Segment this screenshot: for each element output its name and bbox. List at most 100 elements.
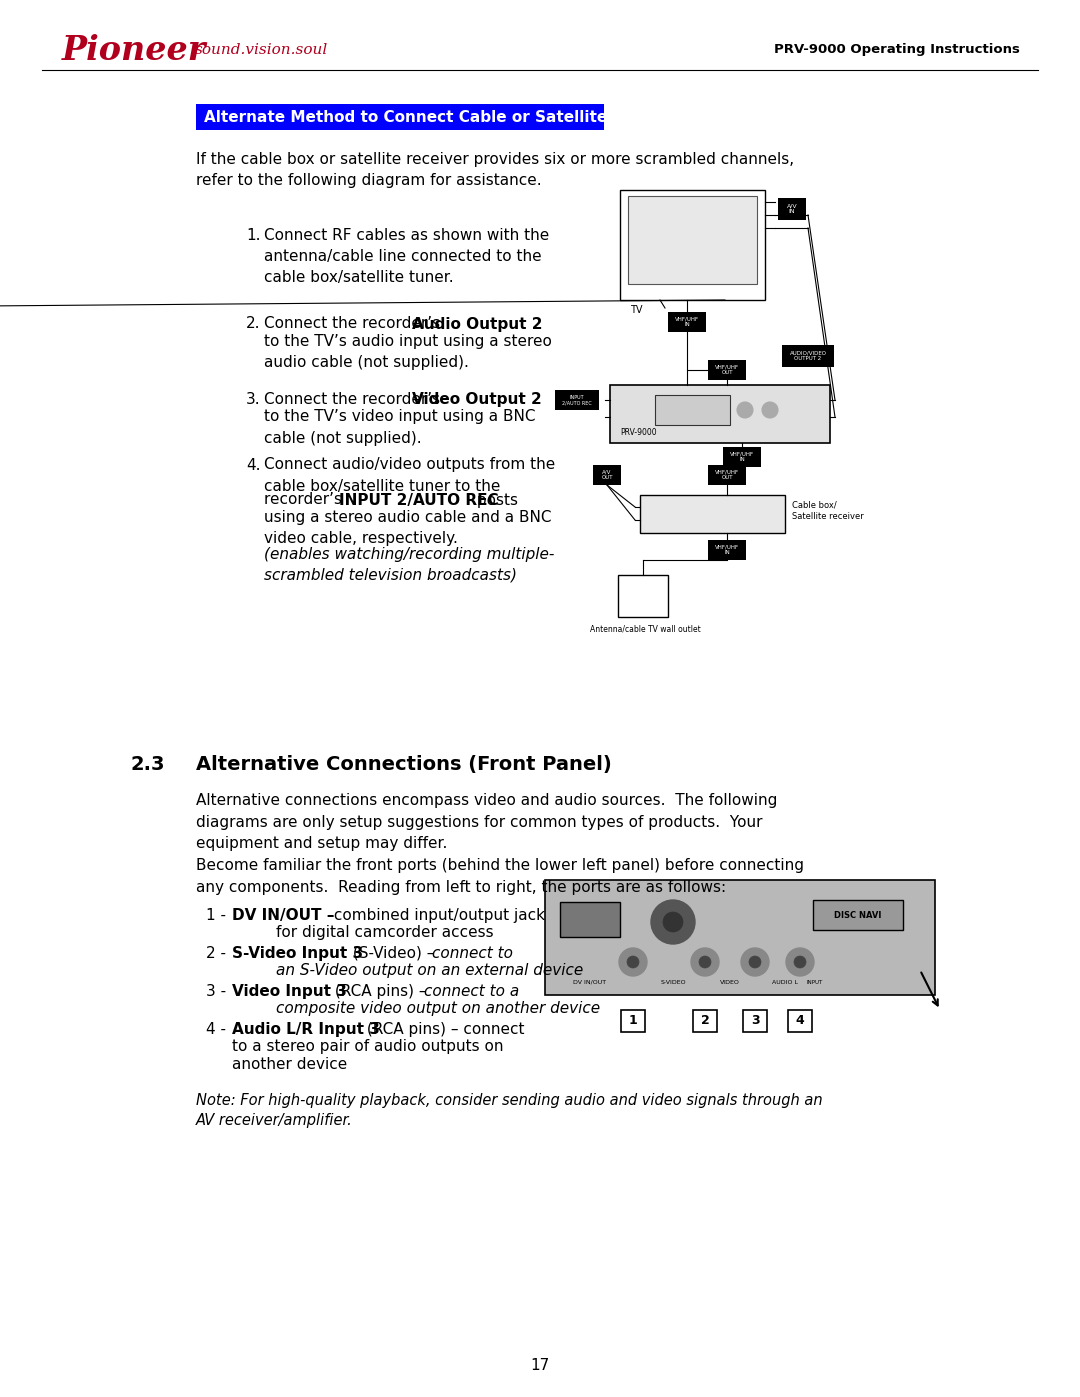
Circle shape — [619, 949, 647, 977]
Text: 1.: 1. — [246, 228, 260, 243]
Text: 3: 3 — [751, 1014, 759, 1028]
Bar — [640, 495, 785, 534]
Text: sound.vision.soul: sound.vision.soul — [195, 43, 328, 57]
Text: Connect the recorder’s: Connect the recorder’s — [264, 317, 445, 331]
Text: AUDIO L: AUDIO L — [772, 981, 798, 985]
Text: Alternate Method to Connect Cable or Satellite:: Alternate Method to Connect Cable or Sat… — [204, 109, 613, 124]
Text: Alternative connections encompass video and audio sources.  The following
diagra: Alternative connections encompass video … — [195, 793, 778, 851]
Text: recorder’s: recorder’s — [264, 493, 347, 507]
Bar — [621, 1010, 645, 1032]
Bar — [708, 360, 746, 380]
Text: to the TV’s video input using a BNC
cable (not supplied).: to the TV’s video input using a BNC cabl… — [264, 409, 536, 446]
Text: 3 -: 3 - — [206, 983, 226, 999]
Text: A/V
OUT: A/V OUT — [602, 469, 612, 481]
Text: DISC NAVI: DISC NAVI — [835, 911, 881, 919]
Bar — [708, 465, 746, 485]
Text: A/V
IN: A/V IN — [786, 204, 797, 214]
Bar — [593, 465, 621, 485]
Text: Cable box/
Satellite receiver: Cable box/ Satellite receiver — [792, 500, 864, 521]
Text: connect to a: connect to a — [424, 983, 519, 999]
Bar — [620, 190, 765, 300]
Text: Audio L/R Input 3: Audio L/R Input 3 — [232, 1023, 380, 1037]
Bar — [778, 198, 806, 219]
Text: Alternative Connections (Front Panel): Alternative Connections (Front Panel) — [195, 754, 611, 774]
Circle shape — [786, 949, 814, 977]
Text: posts: posts — [472, 493, 518, 507]
Text: PRV-9000 Operating Instructions: PRV-9000 Operating Instructions — [774, 43, 1020, 56]
Text: Video Input 3: Video Input 3 — [232, 983, 347, 999]
Text: an S-Video output on an external device: an S-Video output on an external device — [276, 964, 583, 978]
Text: Pioneer: Pioneer — [62, 34, 206, 67]
Bar — [195, 103, 604, 130]
Text: to the TV’s audio input using a stereo
audio cable (not supplied).: to the TV’s audio input using a stereo a… — [264, 334, 552, 370]
Text: S-Video Input 3: S-Video Input 3 — [232, 946, 363, 961]
Text: TV: TV — [630, 305, 643, 314]
Bar — [561, 902, 620, 937]
Text: VHF/UHF
IN: VHF/UHF IN — [715, 545, 739, 555]
Bar — [788, 1010, 812, 1032]
Text: 2.3: 2.3 — [130, 754, 164, 774]
Text: PRV-9000: PRV-9000 — [620, 427, 657, 437]
Text: another device: another device — [232, 1058, 348, 1071]
Circle shape — [663, 912, 683, 932]
Circle shape — [699, 956, 711, 968]
Circle shape — [737, 402, 753, 418]
Bar — [654, 395, 730, 425]
Text: (enables watching/recording multiple-
scrambled television broadcasts): (enables watching/recording multiple- sc… — [264, 548, 554, 583]
Text: 1: 1 — [629, 1014, 637, 1028]
Text: S-VIDEO: S-VIDEO — [660, 981, 686, 985]
Text: Audio Output 2: Audio Output 2 — [411, 317, 542, 331]
Circle shape — [651, 900, 696, 944]
Text: INPUT: INPUT — [807, 981, 823, 985]
Text: Video Output 2: Video Output 2 — [411, 393, 542, 407]
Text: VHF/UHF
IN: VHF/UHF IN — [730, 451, 754, 462]
Bar — [545, 880, 935, 995]
Circle shape — [750, 956, 761, 968]
Text: VHF/UHF
IN: VHF/UHF IN — [675, 317, 699, 327]
Bar — [723, 447, 761, 467]
Bar — [693, 1010, 717, 1032]
Bar — [618, 576, 669, 617]
Text: If the cable box or satellite receiver provides six or more scrambled channels,
: If the cable box or satellite receiver p… — [195, 152, 794, 189]
Text: for digital camcorder access: for digital camcorder access — [276, 925, 494, 940]
Text: Connect RF cables as shown with the
antenna/cable line connected to the
cable bo: Connect RF cables as shown with the ante… — [264, 228, 550, 285]
Circle shape — [627, 956, 639, 968]
Text: 2.: 2. — [246, 317, 260, 331]
Bar — [743, 1010, 767, 1032]
Text: Become familiar the front ports (behind the lower left panel) before connecting
: Become familiar the front ports (behind … — [195, 858, 804, 894]
Text: 2: 2 — [701, 1014, 710, 1028]
Text: VHF/UHF
OUT: VHF/UHF OUT — [715, 469, 739, 481]
Text: 17: 17 — [530, 1358, 550, 1372]
Text: 4.: 4. — [246, 457, 260, 472]
Text: connect to: connect to — [432, 946, 513, 961]
Text: to a stereo pair of audio outputs on: to a stereo pair of audio outputs on — [232, 1039, 503, 1055]
Text: (RCA pins) – connect: (RCA pins) – connect — [362, 1023, 525, 1037]
Bar — [669, 312, 706, 332]
Circle shape — [741, 949, 769, 977]
Text: INPUT
2/AUTO REC: INPUT 2/AUTO REC — [562, 395, 592, 405]
Text: 1 -: 1 - — [206, 908, 226, 923]
Text: composite video output on another device: composite video output on another device — [276, 1002, 600, 1017]
Text: 3.: 3. — [246, 393, 260, 407]
Circle shape — [762, 402, 778, 418]
Text: 4: 4 — [796, 1014, 805, 1028]
Text: combined input/output jack: combined input/output jack — [329, 908, 545, 923]
Circle shape — [794, 956, 806, 968]
Text: DV IN/OUT: DV IN/OUT — [573, 981, 607, 985]
Text: INPUT 2/AUTO REC: INPUT 2/AUTO REC — [339, 493, 499, 507]
Text: using a stereo audio cable and a BNC
video cable, respectively.: using a stereo audio cable and a BNC vid… — [264, 510, 552, 546]
Bar — [555, 390, 599, 409]
Text: Connect the recorder’s: Connect the recorder’s — [264, 393, 445, 407]
Text: DV IN/OUT –: DV IN/OUT – — [232, 908, 335, 923]
Bar — [610, 386, 831, 443]
Bar — [813, 900, 903, 930]
Text: Note: For high-quality playback, consider sending audio and video signals throug: Note: For high-quality playback, conside… — [195, 1092, 823, 1129]
Text: (S-Video) –: (S-Video) – — [348, 946, 440, 961]
Text: Connect audio/video outputs from the
cable box/satellite tuner to the: Connect audio/video outputs from the cab… — [264, 457, 555, 493]
Text: VHF/UHF
OUT: VHF/UHF OUT — [715, 365, 739, 376]
Bar — [708, 541, 746, 560]
Text: (RCA pins) –: (RCA pins) – — [330, 983, 431, 999]
Text: VIDEO: VIDEO — [720, 981, 740, 985]
Text: AUDIO/VIDEO
OUTPUT 2: AUDIO/VIDEO OUTPUT 2 — [789, 351, 826, 362]
Circle shape — [691, 949, 719, 977]
